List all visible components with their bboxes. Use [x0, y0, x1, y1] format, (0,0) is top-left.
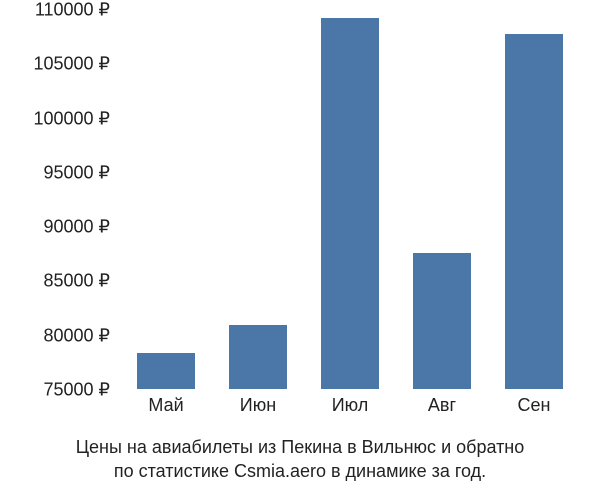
- price-chart: 75000 ₽ 80000 ₽ 85000 ₽ 90000 ₽ 95000 ₽ 10000…: [0, 0, 600, 430]
- x-tick-label: Июл: [332, 395, 369, 416]
- x-tick-label: Май: [148, 395, 183, 416]
- y-tick-label: 105000 ₽: [0, 54, 110, 75]
- y-tick-label: 80000 ₽: [0, 325, 110, 346]
- x-tick-label: Сен: [518, 395, 551, 416]
- x-tick-label: Июн: [240, 395, 276, 416]
- y-tick-label: 95000 ₽: [0, 162, 110, 183]
- bar: [137, 353, 194, 389]
- chart-caption: Цены на авиабилеты из Пекина в Вильнюс и…: [0, 435, 600, 484]
- bar: [321, 18, 378, 389]
- caption-line-1: Цены на авиабилеты из Пекина в Вильнюс и…: [76, 437, 525, 457]
- bar: [505, 34, 562, 389]
- x-axis: Май Июн Июл Авг Сен: [120, 395, 580, 425]
- y-tick-label: 75000 ₽: [0, 380, 110, 401]
- y-tick-label: 90000 ₽: [0, 217, 110, 238]
- y-tick-label: 85000 ₽: [0, 271, 110, 292]
- caption-line-2: по статистике Csmia.aero в динамике за г…: [114, 461, 486, 481]
- y-axis: 75000 ₽80000 ₽85000 ₽90000 ₽95000 ₽10000…: [0, 10, 110, 390]
- x-tick-label: Авг: [428, 395, 456, 416]
- y-tick-label: 100000 ₽: [0, 108, 110, 129]
- bar: [413, 253, 470, 389]
- plot-area: [120, 10, 580, 390]
- bar: [229, 325, 286, 389]
- y-tick-label: 110000 ₽: [0, 0, 110, 21]
